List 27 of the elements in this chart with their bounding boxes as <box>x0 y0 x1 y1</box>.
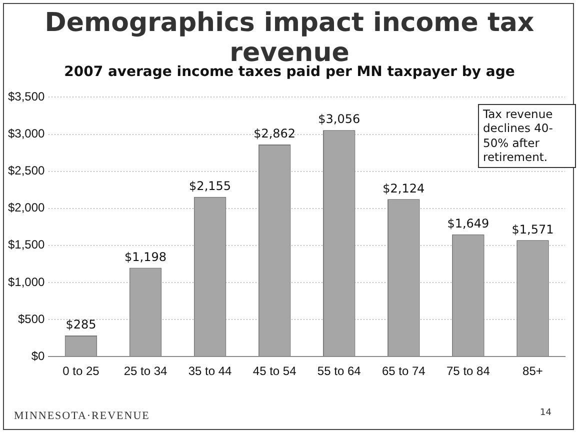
y-tick-label: $2,000 <box>8 200 46 215</box>
x-tick-label: 75 to 84 <box>446 364 490 378</box>
data-label: $2,862 <box>254 126 296 141</box>
y-tick-label: $3,000 <box>8 126 46 141</box>
text: MINNESOTA·REVENUE <box>14 410 150 422</box>
data-label: $2,155 <box>189 179 232 194</box>
x-tick-label: 45 to 54 <box>252 364 297 378</box>
x-tick-label: 35 to 44 <box>188 364 232 378</box>
text: 14 <box>540 408 552 418</box>
x-tick-label: 55 to 64 <box>317 364 362 378</box>
data-label: $3,056 <box>318 112 360 126</box>
data-label: $1,571 <box>512 222 554 236</box>
y-tick-label: $500 <box>18 312 46 326</box>
data-label: $1,649 <box>447 216 490 231</box>
y-tick-label: $2,500 <box>8 164 46 178</box>
data-label: $2,124 <box>382 181 425 196</box>
y-tick-label: $1,000 <box>8 274 46 289</box>
data-label: $285 <box>66 318 96 332</box>
data-label: $1,198 <box>124 250 167 264</box>
x-tick-label: 85+ <box>522 364 543 378</box>
y-tick-label: $3,500 <box>8 90 46 104</box>
x-tick-label: 25 to 34 <box>124 364 168 378</box>
annotation: Tax revenue declines 40-50% after retirement. <box>478 104 576 168</box>
x-tick-label: 65 to 74 <box>382 364 426 378</box>
y-tick-label: $0 <box>31 348 46 363</box>
y-tick-label: $1,500 <box>8 238 46 252</box>
x-tick-label: 0 to 25 <box>62 364 100 378</box>
